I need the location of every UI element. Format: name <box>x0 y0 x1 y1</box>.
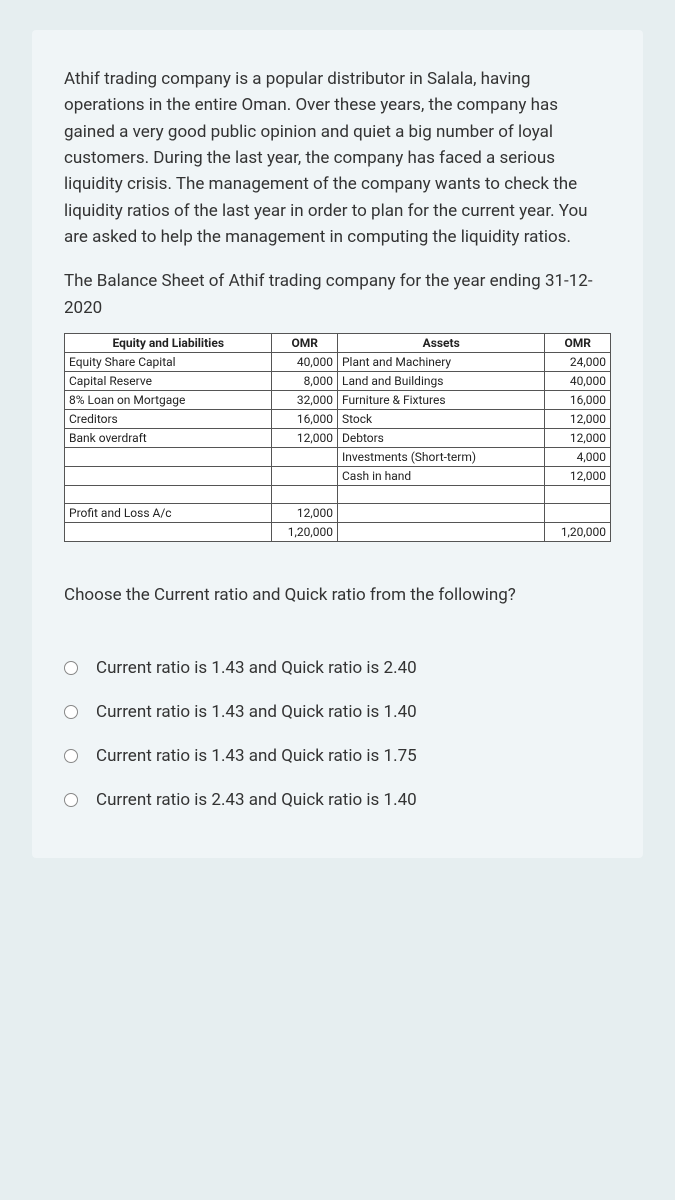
option-row[interactable]: Current ratio is 1.43 and Quick ratio is… <box>64 658 611 678</box>
table-row: 8% Loan on Mortgage 32,000 Furniture & F… <box>65 391 611 410</box>
radio-icon[interactable] <box>64 705 78 719</box>
option-row[interactable]: Current ratio is 2.43 and Quick ratio is… <box>64 790 611 810</box>
header-omr-left: OMR <box>272 334 338 353</box>
table-row: Investments (Short-term) 4,000 <box>65 448 611 467</box>
cell-eq: Equity Share Capital <box>65 353 272 372</box>
cell-eq <box>65 467 272 486</box>
balance-sheet-table: Equity and Liabilities OMR Assets OMR Eq… <box>64 333 611 542</box>
intro-paragraph: Athif trading company is a popular distr… <box>64 66 611 250</box>
cell-assets: Plant and Machinery <box>337 353 544 372</box>
cell-assets: Debtors <box>337 429 544 448</box>
cell-assets: Land and Buildings <box>337 372 544 391</box>
header-assets: Assets <box>337 334 544 353</box>
header-omr-right: OMR <box>545 334 611 353</box>
cell-omr1: 8,000 <box>272 372 338 391</box>
table-row: Equity Share Capital 40,000 Plant and Ma… <box>65 353 611 372</box>
cell-assets: Stock <box>337 410 544 429</box>
table-row: Bank overdraft 12,000 Debtors 12,000 <box>65 429 611 448</box>
cell-omr2: 1,20,000 <box>545 523 611 542</box>
cell-omr1: 40,000 <box>272 353 338 372</box>
cell-omr1: 16,000 <box>272 410 338 429</box>
cell-omr2: 16,000 <box>545 391 611 410</box>
cell-assets <box>337 486 544 504</box>
cell-omr1 <box>272 467 338 486</box>
cell-assets <box>337 523 544 542</box>
cell-omr1: 12,000 <box>272 429 338 448</box>
question-card: Athif trading company is a popular distr… <box>32 30 643 858</box>
header-equity: Equity and Liabilities <box>65 334 272 353</box>
cell-omr2 <box>545 486 611 504</box>
cell-omr2: 4,000 <box>545 448 611 467</box>
table-row: 1,20,000 1,20,000 <box>65 523 611 542</box>
cell-assets: Furniture & Fixtures <box>337 391 544 410</box>
cell-omr1: 1,20,000 <box>272 523 338 542</box>
balance-sheet-heading: The Balance Sheet of Athif trading compa… <box>64 268 611 321</box>
option-label: Current ratio is 1.43 and Quick ratio is… <box>96 658 417 678</box>
question-prompt: Choose the Current ratio and Quick ratio… <box>64 582 611 608</box>
radio-icon[interactable] <box>64 661 78 675</box>
option-label: Current ratio is 2.43 and Quick ratio is… <box>96 790 417 810</box>
cell-omr2: 40,000 <box>545 372 611 391</box>
cell-omr2: 24,000 <box>545 353 611 372</box>
cell-omr1: 12,000 <box>272 504 338 523</box>
option-row[interactable]: Current ratio is 1.43 and Quick ratio is… <box>64 702 611 722</box>
table-row: Creditors 16,000 Stock 12,000 <box>65 410 611 429</box>
cell-omr2: 12,000 <box>545 467 611 486</box>
option-row[interactable]: Current ratio is 1.43 and Quick ratio is… <box>64 746 611 766</box>
table-row <box>65 486 611 504</box>
cell-eq <box>65 523 272 542</box>
cell-omr2: 12,000 <box>545 429 611 448</box>
option-label: Current ratio is 1.43 and Quick ratio is… <box>96 746 417 766</box>
cell-omr2 <box>545 504 611 523</box>
cell-omr1 <box>272 486 338 504</box>
cell-eq: Bank overdraft <box>65 429 272 448</box>
table-row: Profit and Loss A/c 12,000 <box>65 504 611 523</box>
cell-assets: Investments (Short-term) <box>337 448 544 467</box>
cell-assets: Cash in hand <box>337 467 544 486</box>
cell-omr2: 12,000 <box>545 410 611 429</box>
cell-eq <box>65 486 272 504</box>
cell-eq: Capital Reserve <box>65 372 272 391</box>
answer-options: Current ratio is 1.43 and Quick ratio is… <box>64 658 611 810</box>
table-header-row: Equity and Liabilities OMR Assets OMR <box>65 334 611 353</box>
radio-icon[interactable] <box>64 793 78 807</box>
cell-eq: Profit and Loss A/c <box>65 504 272 523</box>
table-row: Capital Reserve 8,000 Land and Buildings… <box>65 372 611 391</box>
cell-omr1: 32,000 <box>272 391 338 410</box>
table-row: Cash in hand 12,000 <box>65 467 611 486</box>
cell-eq: 8% Loan on Mortgage <box>65 391 272 410</box>
cell-eq: Creditors <box>65 410 272 429</box>
cell-omr1 <box>272 448 338 467</box>
cell-assets <box>337 504 544 523</box>
radio-icon[interactable] <box>64 749 78 763</box>
option-label: Current ratio is 1.43 and Quick ratio is… <box>96 702 417 722</box>
cell-eq <box>65 448 272 467</box>
